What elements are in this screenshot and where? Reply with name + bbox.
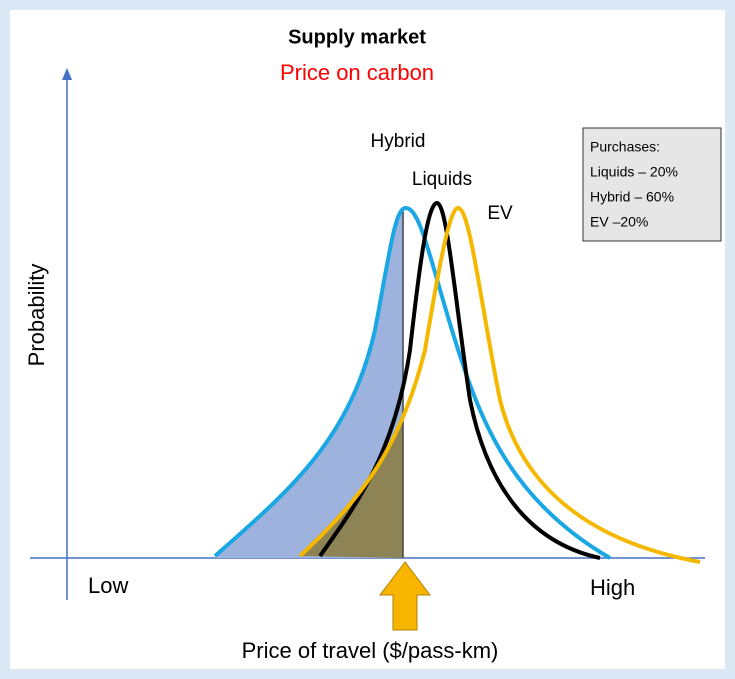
panel <box>10 10 725 669</box>
purchases-heading: Purchases: <box>590 139 660 155</box>
ev-curve <box>298 205 701 564</box>
hybrid-curve <box>213 206 612 560</box>
purchases-line: EV –20% <box>590 214 648 230</box>
y-axis-arrow <box>62 68 72 80</box>
overlap-fill <box>300 418 403 558</box>
y-axis-label: Probability <box>24 264 49 367</box>
ev-label: EV <box>487 203 513 224</box>
purchases-line: Hybrid – 60% <box>590 189 674 205</box>
x-axis-label: Price of travel ($/pass-km) <box>242 638 499 663</box>
purchases-line: Liquids – 20% <box>590 164 678 180</box>
liquids-curve <box>318 200 601 560</box>
hybrid-label: Hybrid <box>371 131 426 152</box>
x-high-label: High <box>590 575 635 600</box>
purchases-box <box>582 127 722 242</box>
price-arrow <box>378 561 432 631</box>
x-low-label: Low <box>88 573 128 598</box>
title: Supply market <box>288 26 426 48</box>
subtitle: Price on carbon <box>280 60 434 85</box>
hybrid-fill <box>215 208 403 558</box>
liquids-label: Liquids <box>412 169 472 190</box>
